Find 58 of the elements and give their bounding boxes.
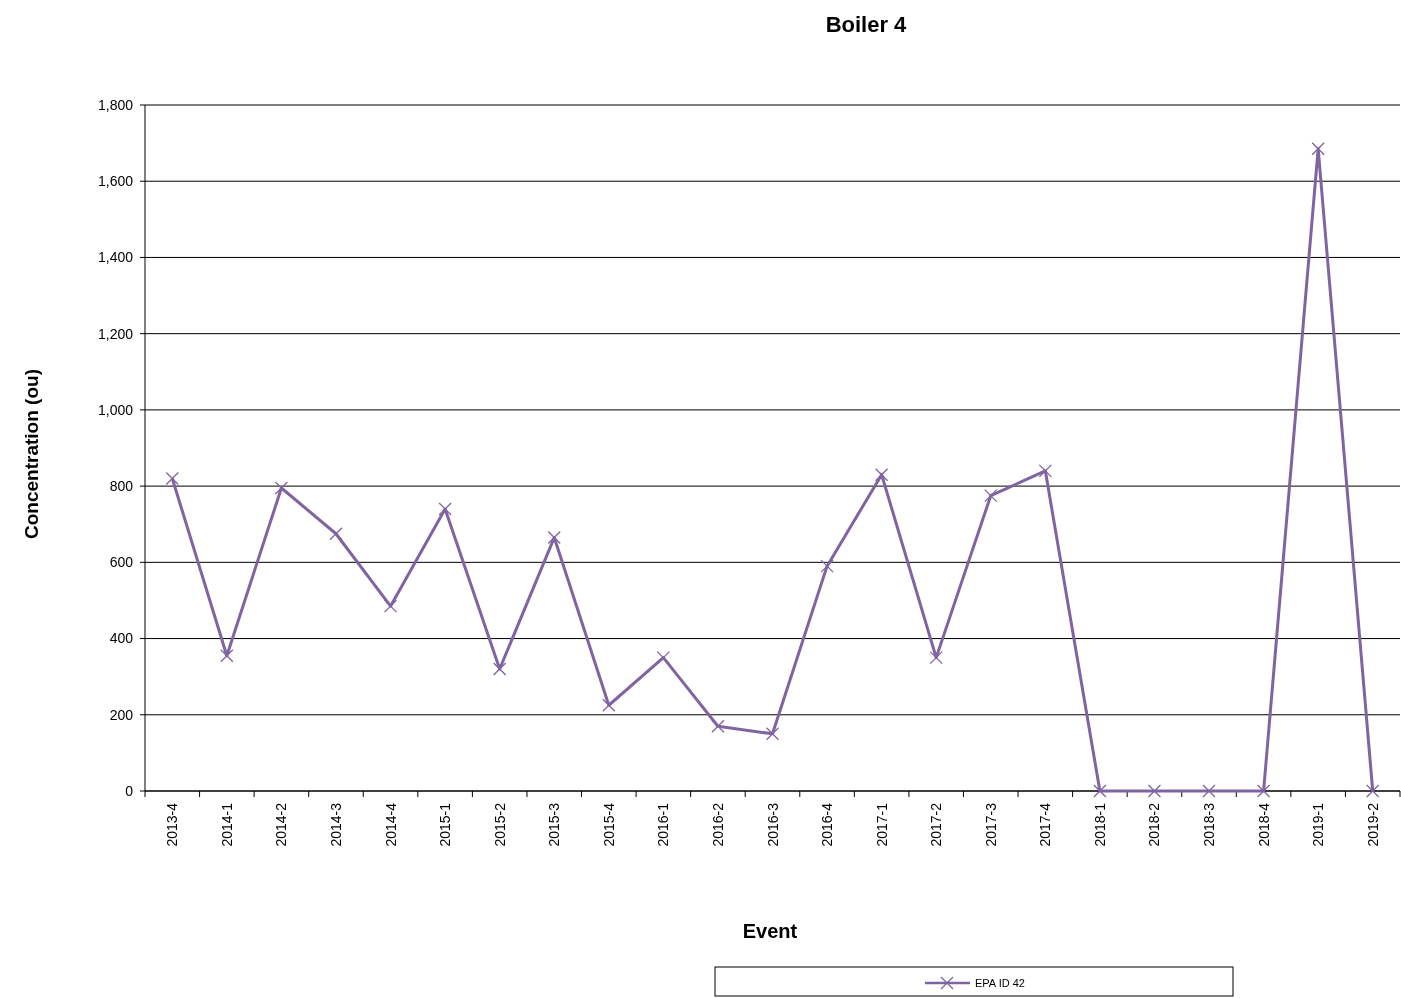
chart-title: Boiler 4 (825, 12, 908, 37)
point (1147, 784, 1162, 798)
point (1366, 784, 1380, 798)
y-tick-label: 600 (109, 554, 134, 571)
y-tick-label: 1,600 (97, 173, 134, 190)
point (1311, 142, 1325, 156)
x-tick-label: 2017-2 (928, 802, 945, 847)
y-tick-label: 0 (125, 782, 134, 799)
point (220, 649, 234, 663)
x-tick-label: 2015-1 (437, 802, 454, 847)
point (874, 468, 889, 482)
point (1038, 464, 1052, 478)
x-tick-label: 2013-4 (164, 802, 181, 847)
x-tick-label: 2014-1 (218, 802, 235, 847)
x-tick-label: 2019-2 (1364, 802, 1381, 847)
point (765, 727, 780, 741)
x-tick-label: 2017-1 (873, 802, 890, 847)
point (493, 662, 507, 676)
x-tick-label: 2018-3 (1201, 802, 1218, 847)
point (1256, 784, 1271, 798)
point (602, 698, 616, 712)
point (383, 599, 398, 613)
point (547, 530, 561, 545)
y-tick-label: 1,200 (97, 325, 134, 342)
y-tick-label: 200 (109, 706, 134, 723)
x-tick-label: 2018-4 (1255, 802, 1272, 847)
x-tick-label: 2016-2 (709, 802, 726, 847)
y-tick-label: 1,800 (97, 96, 134, 113)
legend-label: EPA ID 42 (975, 976, 1025, 989)
x-tick-label: 2017-4 (1037, 802, 1054, 847)
x-tick-label: 2014-2 (273, 802, 290, 847)
x-tick-label: 2018-2 (1146, 802, 1163, 847)
point (1093, 784, 1107, 798)
y-tick-label: 1,000 (97, 401, 134, 418)
point (1202, 784, 1216, 798)
point (984, 488, 998, 503)
x-tick-label: 2016-1 (655, 802, 672, 847)
x-tick-label: 2016-4 (819, 802, 836, 847)
x-tick-label: 2017-3 (982, 802, 999, 847)
x-tick-label: 2015-2 (491, 802, 508, 847)
y-axis-title: Concentration (ou) (21, 369, 42, 539)
x-axis-title: Event (742, 920, 798, 942)
x-tick-label: 2015-3 (546, 802, 563, 847)
x-tick-label: 2014-3 (327, 802, 344, 847)
point (929, 650, 943, 665)
x-tick-label: 2016-3 (764, 802, 781, 847)
point (274, 481, 289, 495)
y-tick-label: 1,400 (97, 249, 134, 266)
point (711, 719, 725, 733)
x-tick-label: 2014-4 (382, 802, 399, 847)
x-tick-label: 2019-1 (1310, 802, 1327, 847)
y-tick-label: 400 (109, 630, 134, 647)
x-tick-label: 2018-1 (1091, 802, 1108, 847)
point (438, 502, 452, 516)
y-tick-label: 800 (109, 478, 134, 495)
point (820, 559, 834, 573)
point (165, 471, 179, 486)
x-tick-label: 2015-4 (600, 802, 617, 847)
